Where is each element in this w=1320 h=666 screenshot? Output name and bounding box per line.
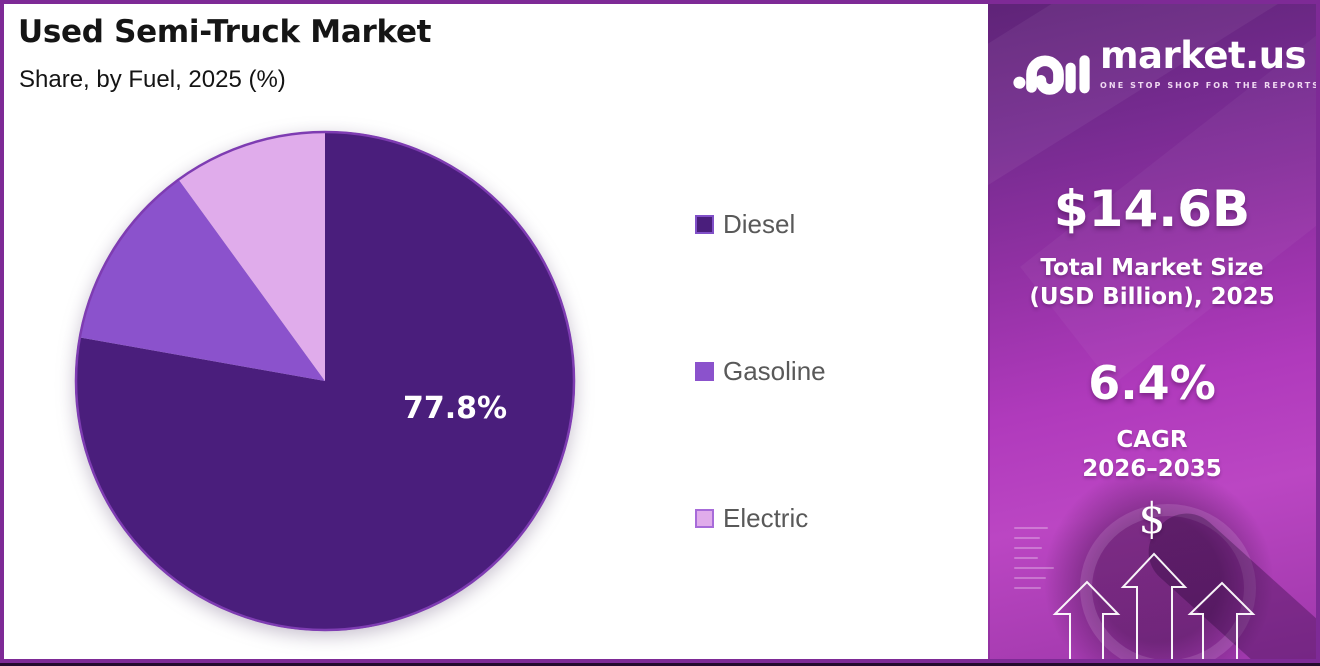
marketus-logo-icon	[1013, 55, 1090, 95]
pie-outline	[74, 130, 576, 632]
pie-slice-label: 77.8%	[402, 391, 508, 426]
legend-swatch-diesel	[695, 215, 714, 234]
growth-arrow-icon	[1120, 552, 1188, 659]
legend-item-gasoline: Gasoline	[695, 356, 826, 387]
legend-swatch-electric	[695, 509, 714, 528]
legend-item-electric: Electric	[695, 503, 808, 534]
dollar-icon: $	[1138, 494, 1166, 543]
market-size-caption-line1: Total Market Size	[1040, 255, 1264, 281]
chart-area: Used Semi-Truck Market Share, by Fuel, 2…	[4, 4, 988, 659]
page-title: Used Semi-Truck Market	[18, 14, 432, 50]
growth-arrows-icon	[1052, 552, 1256, 659]
legend-label: Diesel	[723, 209, 796, 239]
chart-subtitle: Share, by Fuel, 2025 (%)	[19, 66, 286, 93]
growth-arrow-icon	[1052, 580, 1121, 659]
pie-chart-container	[70, 126, 580, 636]
pie-slice-diesel	[75, 131, 576, 631]
market-size-caption: Total Market Size (USD Billion), 2025	[988, 254, 1316, 312]
brand-name: market.us	[1100, 34, 1307, 77]
legend-label: Electric	[723, 503, 809, 533]
brand-logo: market.us ONE STOP SHOP FOR THE REPORTS	[1012, 34, 1316, 96]
photo-overlay-band	[988, 4, 1316, 195]
market-size-value: $14.6B	[1053, 180, 1251, 238]
cagr-value: 6.4%	[1088, 356, 1216, 410]
cagr-period: 2026–2035	[1082, 456, 1222, 482]
market-size-caption-line2: (USD Billion), 2025	[1029, 284, 1275, 310]
brand-text-block: market.us ONE STOP SHOP FOR THE REPORTS	[1100, 34, 1316, 90]
legend-label: Gasoline	[723, 356, 826, 386]
brand-tagline: ONE STOP SHOP FOR THE REPORTS	[1100, 81, 1316, 90]
legend-item-diesel: Diesel	[695, 209, 795, 240]
pie-slice-gasoline	[78, 178, 325, 381]
cagr-label: CAGR	[1116, 427, 1188, 453]
pie-slice-electric	[178, 131, 325, 381]
cagr-caption: CAGR 2026–2035	[988, 426, 1316, 484]
growth-arrow-icon	[1187, 581, 1256, 659]
legend-swatch-gasoline	[695, 362, 714, 381]
pie-chart	[74, 130, 576, 632]
promo-panel: market.us ONE STOP SHOP FOR THE REPORTS …	[988, 4, 1316, 659]
